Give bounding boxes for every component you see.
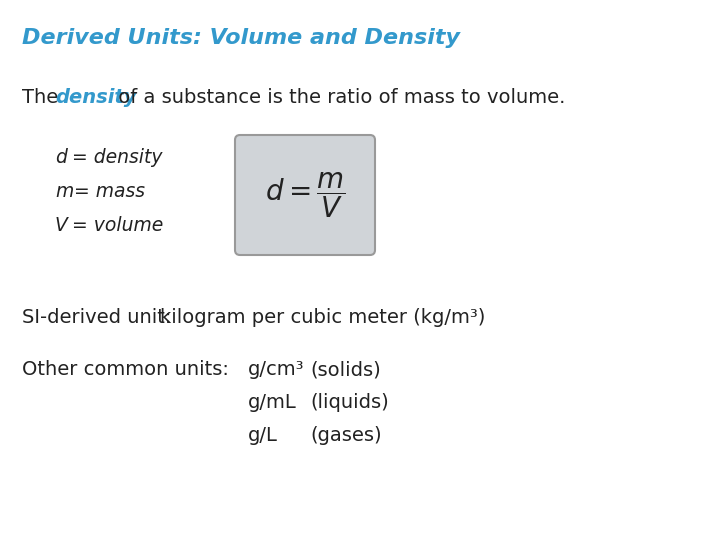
Text: Derived Units: Volume and Density: Derived Units: Volume and Density: [22, 28, 460, 48]
Text: density: density: [55, 88, 137, 107]
Text: g/L: g/L: [248, 426, 278, 445]
Text: (solids): (solids): [310, 360, 381, 379]
Text: $d = \dfrac{m}{V}$: $d = \dfrac{m}{V}$: [265, 170, 346, 220]
Text: g/mL: g/mL: [248, 393, 297, 412]
Text: Other common units:: Other common units:: [22, 360, 229, 379]
Text: of a substance is the ratio of mass to volume.: of a substance is the ratio of mass to v…: [112, 88, 565, 107]
Text: SI-derived unit:: SI-derived unit:: [22, 308, 171, 327]
Text: (liquids): (liquids): [310, 393, 389, 412]
FancyBboxPatch shape: [235, 135, 375, 255]
Text: = mass: = mass: [68, 182, 145, 201]
Text: = volume: = volume: [66, 216, 163, 235]
Text: kilogram per cubic meter (kg/m³): kilogram per cubic meter (kg/m³): [160, 308, 485, 327]
Text: V: V: [55, 216, 68, 235]
Text: The: The: [22, 88, 65, 107]
Text: d: d: [55, 148, 67, 167]
Text: g/cm³: g/cm³: [248, 360, 305, 379]
Text: m: m: [55, 182, 73, 201]
Text: = density: = density: [66, 148, 163, 167]
Text: (gases): (gases): [310, 426, 382, 445]
